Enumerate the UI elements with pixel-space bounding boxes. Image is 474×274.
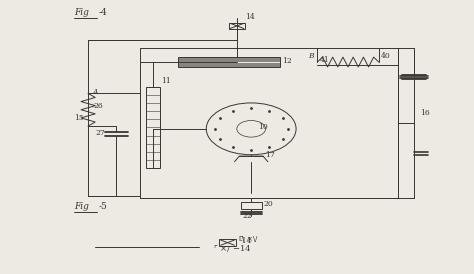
Text: 22: 22 [243,212,253,220]
Text: 10: 10 [258,123,268,131]
Text: Fig: Fig [74,202,89,211]
Text: $\ulcorner$ $\times$/ $-$14: $\ulcorner$ $\times$/ $-$14 [213,243,252,254]
Text: -4: -4 [99,8,107,17]
Text: 20: 20 [263,200,273,208]
Text: A: A [93,88,98,96]
Bar [178,56,280,67]
Text: 40: 40 [381,52,391,60]
Text: 16: 16 [420,109,429,116]
Text: 14: 14 [246,13,255,21]
Text: -5: -5 [99,202,108,211]
Text: 11: 11 [161,77,171,85]
Bar [146,87,160,168]
Text: Fig: Fig [74,8,89,17]
Bar [140,48,398,198]
Text: 27: 27 [95,129,105,137]
Bar [229,22,245,29]
Text: 26: 26 [94,102,103,110]
Text: -14: -14 [239,237,252,245]
Bar [219,239,236,246]
Text: 17: 17 [265,151,275,159]
Bar [241,202,262,209]
Text: 15: 15 [74,114,84,122]
Text: B: B [308,52,313,60]
Text: 12: 12 [282,57,292,65]
Text: 41: 41 [319,56,329,64]
Text: $\Gamma$\ $\times$\/: $\Gamma$\ $\times$\/ [238,234,259,244]
